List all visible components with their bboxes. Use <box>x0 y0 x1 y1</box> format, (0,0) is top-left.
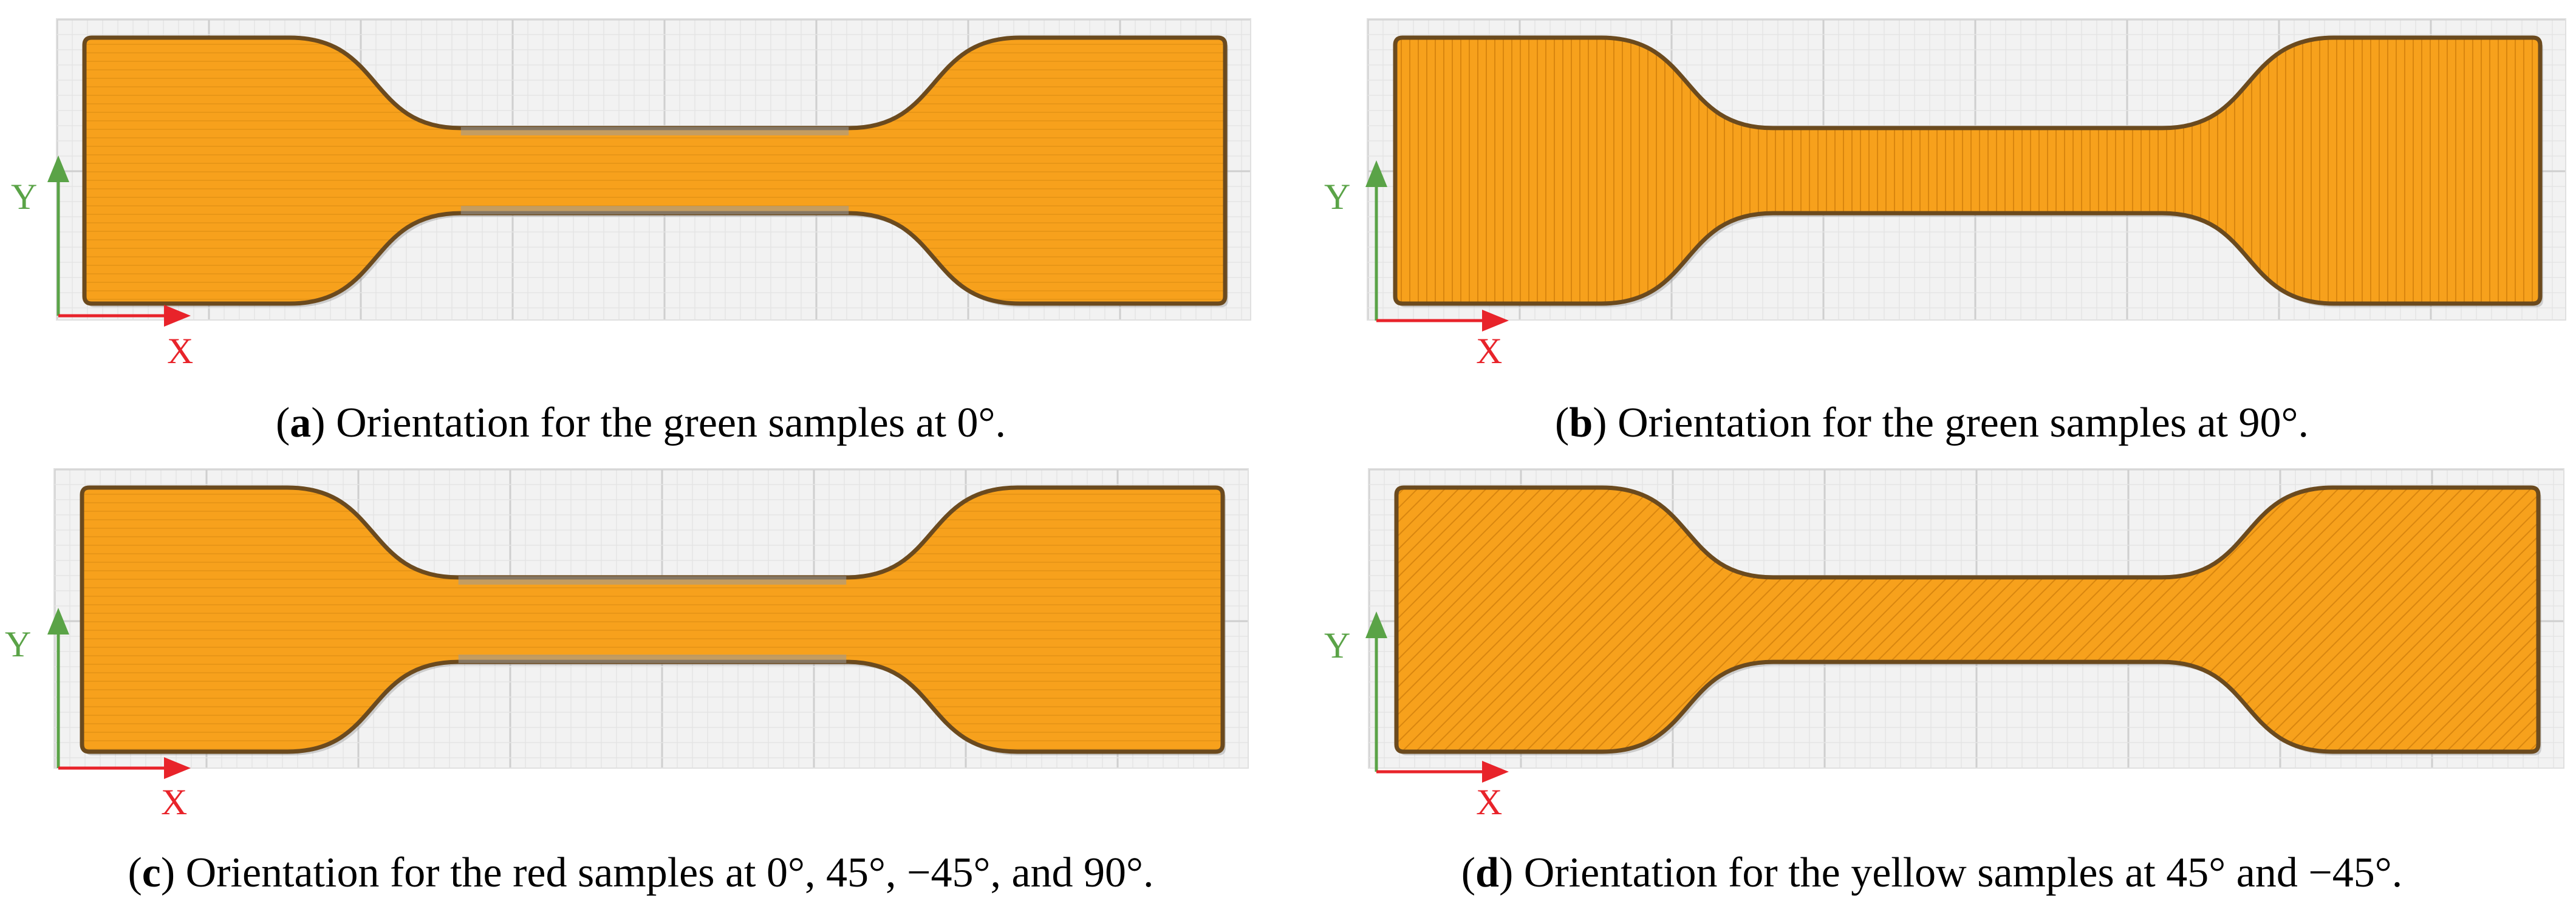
print-bed-b <box>1367 18 2566 321</box>
caption-b: (b) Orientation for the green samples at… <box>1555 400 2309 446</box>
specimen-shape <box>82 35 1228 306</box>
specimen-shape <box>80 485 1225 754</box>
print-bed-d <box>1368 468 2564 769</box>
gauge-edge-bottom <box>460 206 849 215</box>
panel-b: Y X (b) Orientation for the green sample… <box>1288 0 2576 456</box>
y-axis-arrow <box>1365 160 1387 187</box>
caption-c: (c) Orientation for the red samples at 0… <box>128 849 1154 896</box>
specimen-b <box>1368 19 2565 319</box>
y-axis-label: Y <box>1324 177 1351 217</box>
print-bed-c <box>53 468 1249 769</box>
specimen-d <box>1369 469 2563 767</box>
specimen-shape <box>1393 35 2543 306</box>
y-axis-arrow <box>47 608 69 635</box>
gauge-edge-top <box>460 126 849 135</box>
gauge-edge-bottom <box>458 655 847 664</box>
x-axis-arrow <box>1482 761 1509 783</box>
gauge-edge-top <box>458 576 847 585</box>
x-axis-label: X <box>161 782 188 822</box>
panel-a: Y X (a) Orientation for the green sample… <box>0 0 1282 456</box>
specimen-c <box>55 469 1248 767</box>
caption-a: (a) Orientation for the green samples at… <box>275 400 1006 446</box>
panel-d: Y X (d) Orientation for the yellow sampl… <box>1288 456 2576 912</box>
x-axis-arrow <box>164 757 191 779</box>
y-axis-arrow <box>47 155 69 182</box>
caption-d: (d) Orientation for the yellow samples a… <box>1461 849 2403 896</box>
x-axis-label: X <box>167 331 194 371</box>
y-axis-arrow <box>1365 611 1387 638</box>
panel-c: Y X (c) Orientation for the red samples … <box>0 456 1282 912</box>
y-axis-label: Y <box>1324 625 1351 665</box>
specimen-shape <box>1394 485 2541 754</box>
axes-a <box>47 155 191 327</box>
y-axis-label: Y <box>11 177 38 217</box>
specimen-a <box>57 19 1250 319</box>
axes-c <box>47 608 191 779</box>
axes-d <box>1365 611 1509 783</box>
x-axis-label: X <box>1476 782 1503 822</box>
print-bed-a <box>56 18 1251 321</box>
axes-b <box>1365 160 1509 332</box>
y-axis-label: Y <box>5 624 32 664</box>
x-axis-arrow <box>164 305 191 327</box>
x-axis-arrow <box>1482 310 1509 332</box>
x-axis-label: X <box>1476 331 1503 371</box>
